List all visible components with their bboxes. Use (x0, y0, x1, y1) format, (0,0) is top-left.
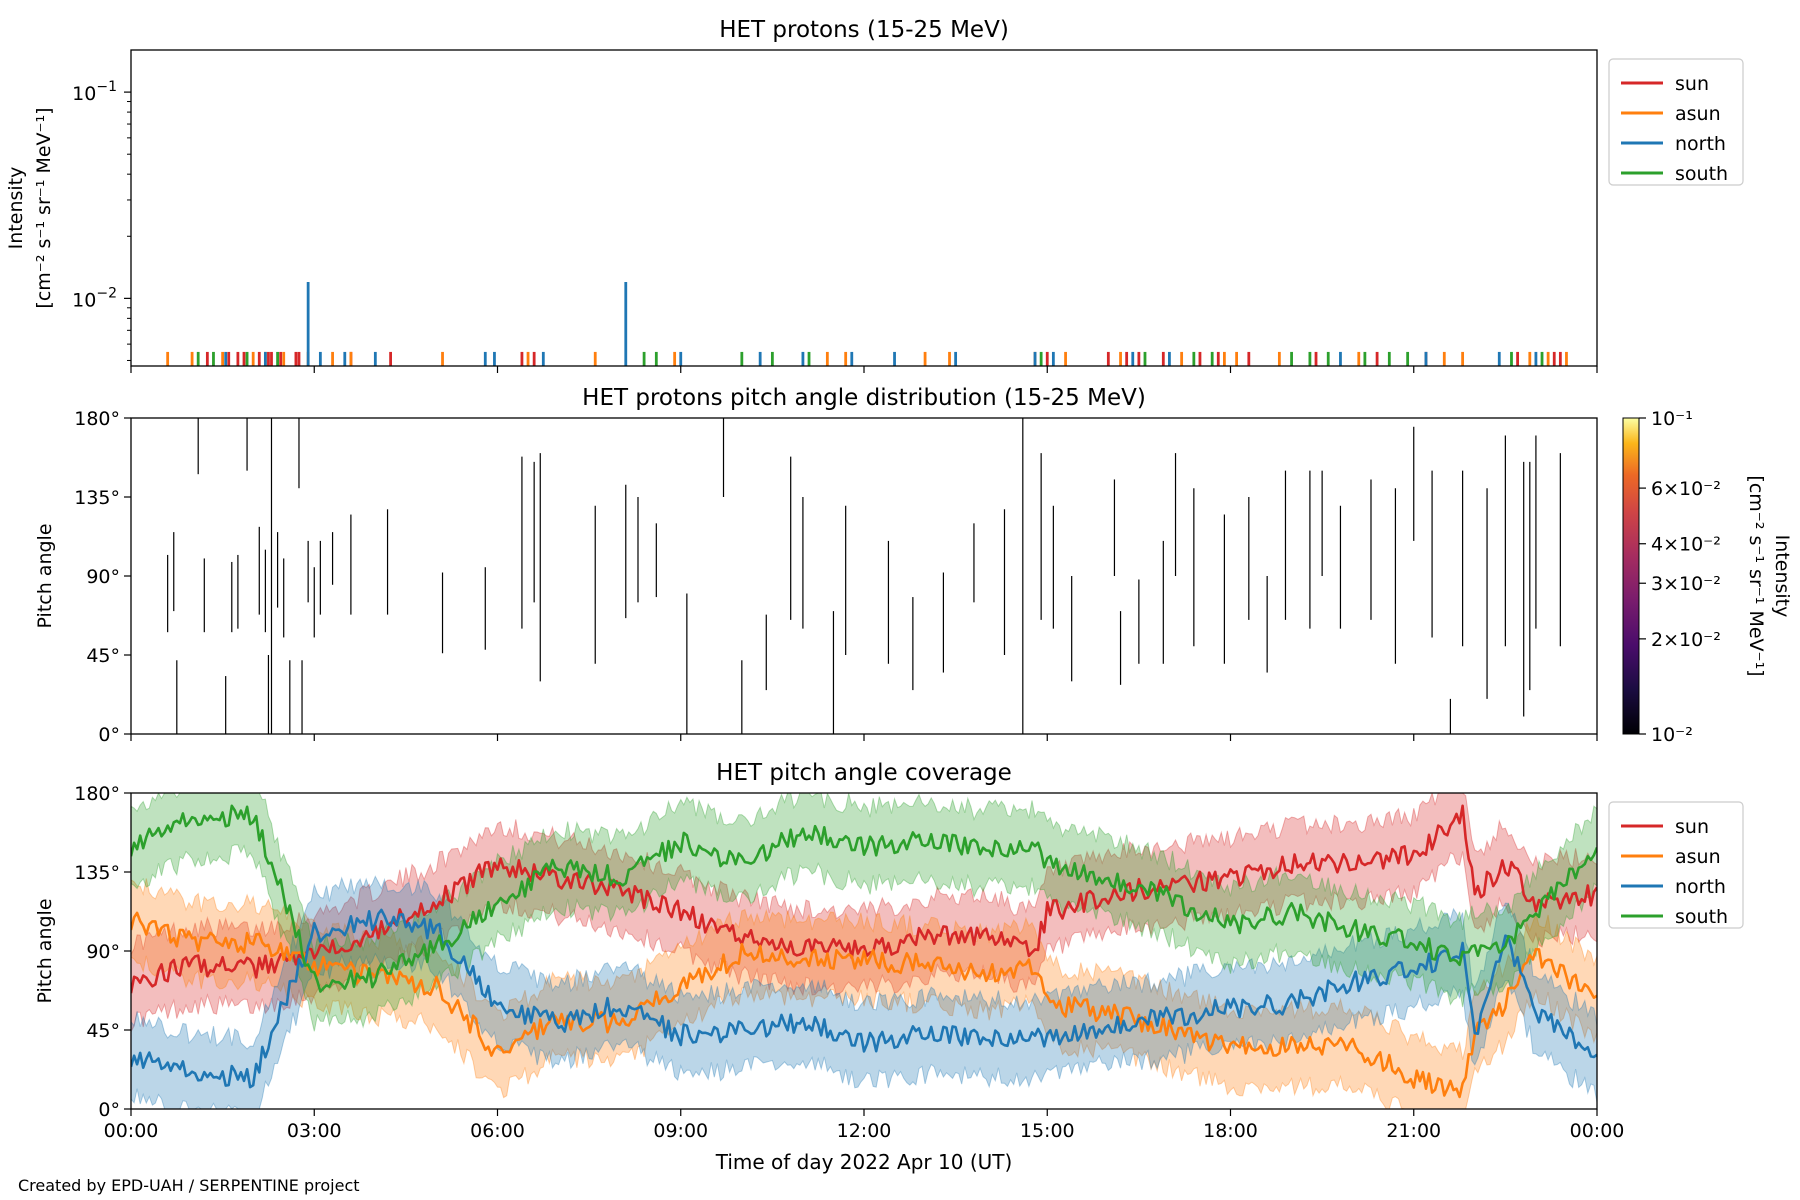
panel1-ylabel: Intensity (5, 167, 27, 250)
coverage-line-south (131, 804, 1597, 993)
panel2-ylabel: Pitch angle (34, 523, 56, 628)
x-tick-label: 18:00 (1203, 1120, 1258, 1142)
x-tick-label: 12:00 (837, 1120, 892, 1142)
panel2-title: HET protons pitch angle distribution (15… (582, 385, 1146, 411)
panel1-title: HET protons (15-25 MeV) (719, 17, 1009, 43)
coverage-band-north (131, 875, 1597, 1109)
legend-box (1608, 58, 1744, 186)
coverage-plot-area (131, 793, 1597, 1109)
colorbar-tick-label: 2×10⁻² (1651, 629, 1721, 651)
colorbar-label: Intensity (1771, 535, 1793, 618)
credit-text: Created by EPD-UAH / SERPENTINE project (18, 1176, 360, 1195)
x-axis-label: Time of day 2022 Apr 10 (UT) (715, 1150, 1013, 1174)
x-tick-label: 00:00 (1570, 1120, 1625, 1142)
y-tick-label: 45° (86, 1020, 120, 1042)
y-tick-label: 180° (74, 408, 120, 430)
legend-coverage: sun asun north south (1608, 801, 1744, 929)
x-tick-label: 15:00 (1020, 1120, 1075, 1142)
x-tick-label: 03:00 (287, 1120, 342, 1142)
intensity-legend-south: south (1675, 163, 1728, 185)
intensity-plot-area (166, 282, 1568, 366)
intensity-legend-asun: asun (1675, 103, 1721, 125)
y-tick-label: 45° (86, 645, 120, 667)
coverage-band-sun (131, 793, 1597, 1033)
y-tick-label: 90° (86, 566, 120, 588)
intensity-axes: 10−2 10−1 (72, 49, 1598, 373)
y-tick-label: 135° (74, 487, 120, 509)
intensity-legend-north: north (1675, 133, 1726, 155)
colorbar-tick-label: 10⁻¹ (1651, 408, 1693, 430)
y-tick-label: 90° (86, 941, 120, 963)
x-tick-label: 09:00 (653, 1120, 708, 1142)
panel3-ylabel: Pitch angle (34, 898, 56, 1003)
x-tick-label: 00:00 (104, 1120, 159, 1142)
legend-intensity: sun asun north south (1608, 58, 1744, 186)
pad-axes: 0° 45° 90° 135° 180° (74, 408, 1598, 746)
colorbar-tick-label: 4×10⁻² (1651, 534, 1721, 556)
colorbar-ticks: 10⁻¹ 6×10⁻² 4×10⁻² 3×10⁻² 2×10⁻² 10⁻² (1639, 408, 1721, 746)
coverage-panel: HET pitch angle coverage 00:00 03:00 06:00… (34, 760, 1744, 1174)
intensity-tick-label: 10−2 (72, 285, 117, 311)
panel3-title: HET pitch angle coverage (716, 760, 1012, 786)
y-tick-label: 180° (74, 783, 120, 805)
x-tick-label: 06:00 (470, 1120, 525, 1142)
coverage-line-north (131, 908, 1597, 1089)
pad-plot-area (167, 418, 1561, 734)
coverage-legend-sun: sun (1675, 816, 1709, 838)
pad-panel: HET protons pitch angle distribution (15… (34, 385, 1793, 746)
intensity-frame (130, 49, 1598, 367)
coverage-band-asun (131, 878, 1597, 1109)
intensity-panel: HET protons (15-25 MeV) 10−2 10−1 Intensi… (5, 17, 1744, 373)
coverage-legend-north: north (1675, 876, 1726, 898)
legend-box (1608, 801, 1744, 929)
colorbar-tick-label: 6×10⁻² (1651, 478, 1721, 500)
panel1-ylabel-units: [cm⁻² s⁻¹ sr⁻¹ MeV⁻¹] (33, 107, 55, 308)
intensity-tick-label: 10−1 (72, 79, 117, 105)
y-tick-label: 0° (98, 724, 120, 746)
intensity-legend-sun: sun (1675, 73, 1709, 95)
coverage-legend-south: south (1675, 906, 1728, 928)
coverage-legend-asun: asun (1675, 846, 1721, 868)
colorbar (1622, 417, 1640, 735)
colorbar-tick-label: 3×10⁻² (1651, 573, 1721, 595)
y-tick-label: 0° (98, 1099, 120, 1121)
colorbar-tick-label: 10⁻² (1651, 724, 1693, 746)
coverage-band-south (131, 793, 1597, 1032)
y-tick-label: 135° (74, 862, 120, 884)
x-tick-label: 21:00 (1386, 1120, 1441, 1142)
coverage-axes: 00:00 03:00 06:00 09:00 12:00 15:00 18:00 21:00… (74, 783, 1624, 1142)
colorbar-label-units: [cm⁻² s⁻¹ sr⁻¹ MeV⁻¹] (1745, 475, 1767, 676)
